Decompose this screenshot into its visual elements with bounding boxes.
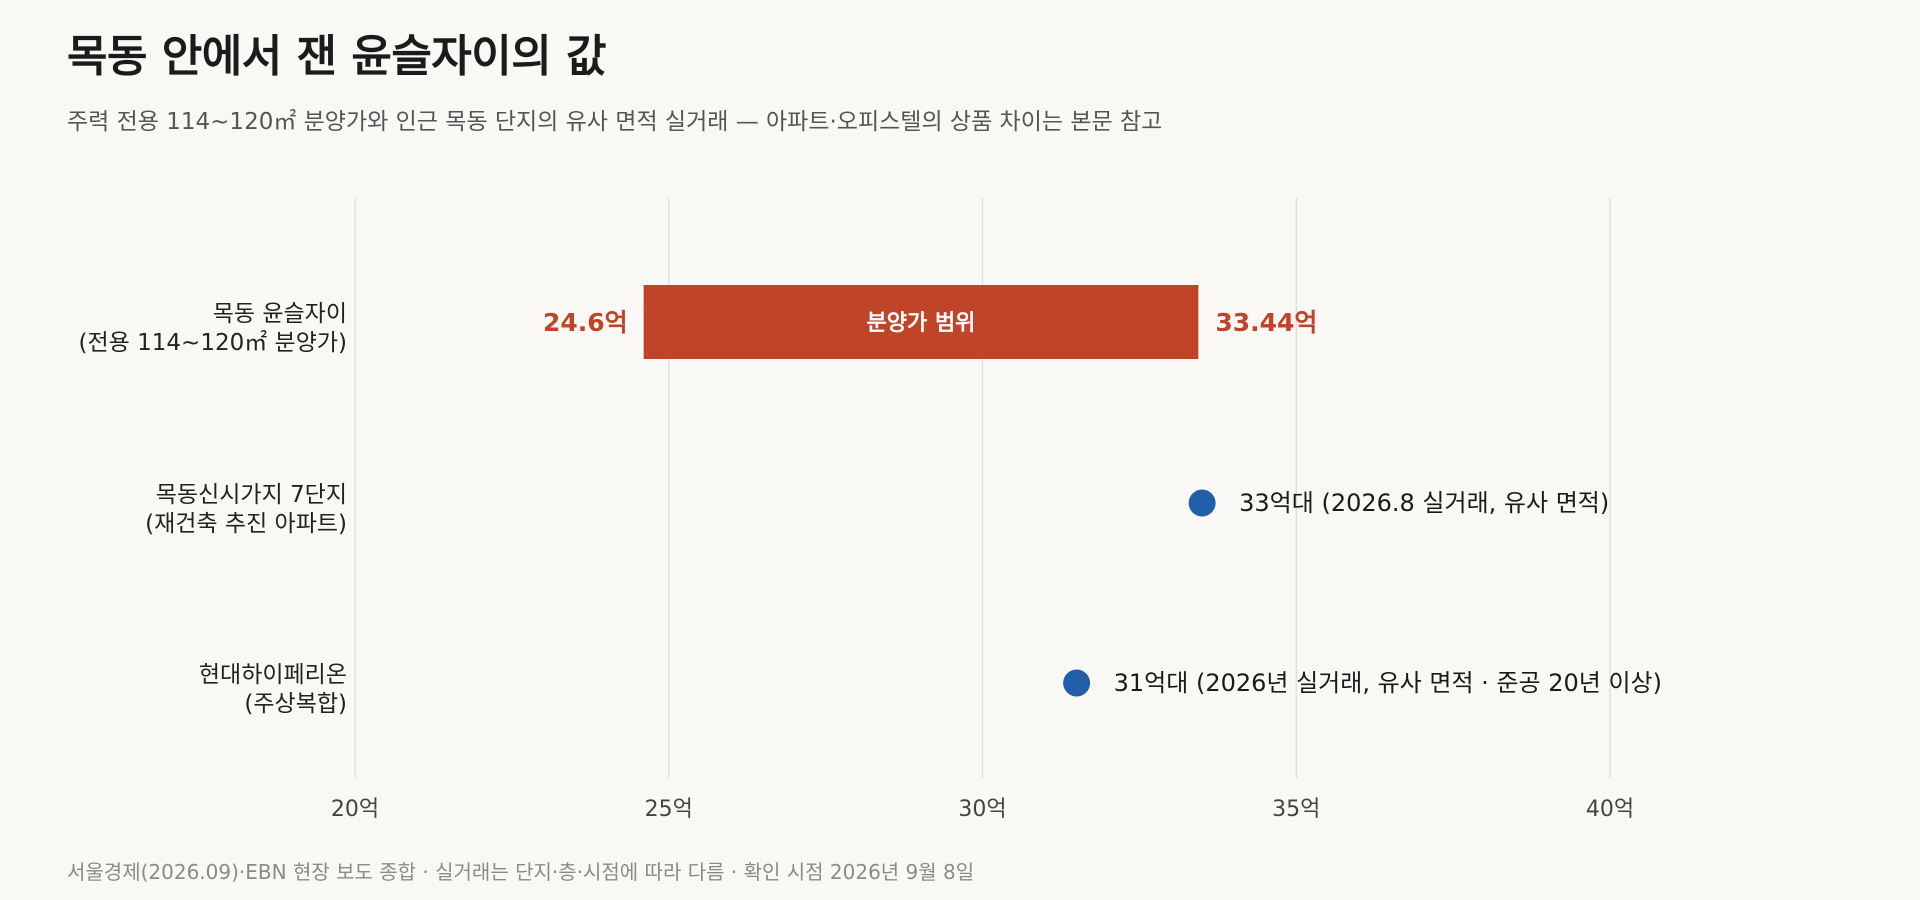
x-tick-label: 40억: [1586, 797, 1634, 822]
range-bar-label: 분양가 범위: [867, 311, 976, 336]
x-tick-label: 30억: [958, 797, 1006, 822]
source-note: 서울경제(2026.09)·EBN 현장 보도 종합 · 실거래는 단지·층·시…: [67, 860, 975, 884]
page-subtitle: 주력 전용 114~120㎡ 분양가와 인근 목동 단지의 유사 면적 실거래 …: [67, 109, 1163, 135]
page-title: 목동 안에서 잰 윤슬자이의 값: [67, 31, 607, 82]
x-tick-label: 20억: [331, 797, 379, 822]
x-tick-label: 35억: [1272, 797, 1320, 822]
range-bar: [643, 285, 1199, 359]
range-max-label: 33.44억: [1215, 308, 1317, 337]
range-min-label: 24.6억: [543, 308, 628, 337]
point-annotation: 33억대 (2026.8 실거래, 유사 면적): [1239, 489, 1609, 517]
category-label-sub: (주상복합): [244, 691, 347, 717]
category-label-sub: (전용 114~120㎡ 분양가): [79, 330, 347, 356]
point-annotation: 31억대 (2026년 실거래, 유사 면적 · 준공 20년 이상): [1114, 669, 1662, 697]
x-tick-label: 25억: [645, 797, 693, 822]
data-point: [1063, 669, 1091, 697]
category-label-sub: (재건축 추진 아파트): [145, 511, 347, 537]
category-label: 현대하이페리온: [199, 662, 347, 688]
data-point: [1188, 489, 1216, 517]
category-label: 목동 윤슬자이: [213, 301, 347, 327]
category-label: 목동신시가지 7단지: [156, 482, 347, 508]
